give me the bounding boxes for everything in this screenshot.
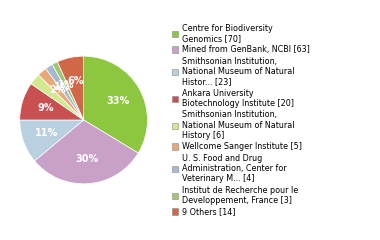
Wedge shape xyxy=(84,56,147,153)
Legend: Centre for Biodiversity
Genomics [70], Mined from GenBank, NCBI [63], Smithsonia: Centre for Biodiversity Genomics [70], M… xyxy=(171,23,310,217)
Text: 33%: 33% xyxy=(106,96,130,106)
Text: 1%: 1% xyxy=(54,82,70,92)
Wedge shape xyxy=(57,56,84,120)
Text: 9%: 9% xyxy=(38,103,54,113)
Wedge shape xyxy=(52,62,84,120)
Text: 6%: 6% xyxy=(67,76,84,86)
Wedge shape xyxy=(46,64,84,120)
Wedge shape xyxy=(20,120,84,161)
Wedge shape xyxy=(35,120,138,184)
Text: 11%: 11% xyxy=(35,128,58,138)
Wedge shape xyxy=(38,69,84,120)
Text: 30%: 30% xyxy=(75,155,98,164)
Text: 2%: 2% xyxy=(49,85,66,95)
Wedge shape xyxy=(20,84,84,120)
Wedge shape xyxy=(31,75,84,120)
Text: 1%: 1% xyxy=(57,80,74,90)
